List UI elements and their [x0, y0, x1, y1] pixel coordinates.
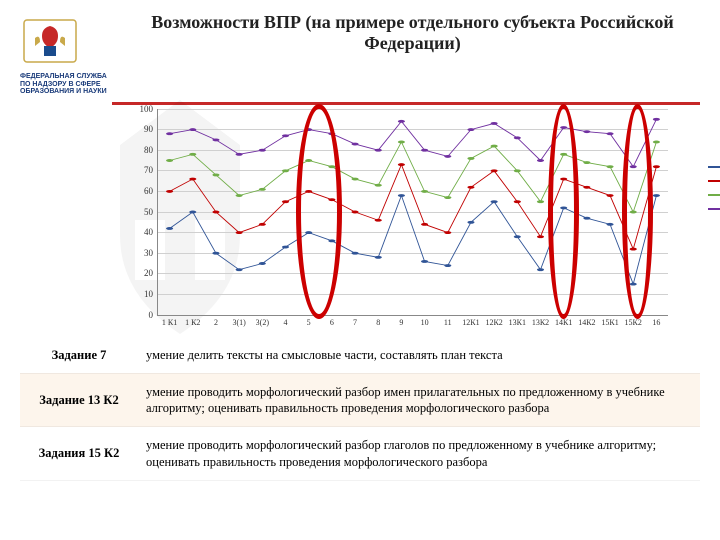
chart-legend: "2" "3" "4" "5" — [708, 159, 720, 217]
task-label: Задания 15 К2 — [20, 427, 138, 481]
highlight-oval — [622, 104, 653, 318]
y-tick: 40 — [144, 227, 158, 237]
y-tick: 50 — [144, 207, 158, 217]
highlight-oval — [548, 104, 579, 318]
y-tick: 0 — [149, 310, 159, 320]
x-tick: 2 — [214, 315, 218, 327]
x-tick: 5 — [307, 315, 311, 327]
x-tick: 13К1 — [509, 315, 526, 327]
table-row: Задания 15 К2умение проводить морфологич… — [20, 427, 700, 481]
x-tick: 12К1 — [462, 315, 479, 327]
x-tick: 13К2 — [532, 315, 549, 327]
y-tick: 30 — [144, 248, 158, 258]
y-tick: 10 — [144, 289, 158, 299]
y-tick: 60 — [144, 186, 158, 196]
legend-item: "4" — [708, 189, 720, 201]
x-tick: 10 — [421, 315, 429, 327]
legend-item: "5" — [708, 203, 720, 215]
y-tick: 20 — [144, 268, 158, 278]
x-tick: 8 — [376, 315, 380, 327]
x-tick: 4 — [284, 315, 288, 327]
x-tick: 1 К1 — [162, 315, 177, 327]
y-tick: 100 — [140, 104, 159, 114]
legend-item: "2" — [708, 161, 720, 173]
x-tick: 15К1 — [601, 315, 618, 327]
line-chart: 01020304050607080901001 К11 К223(1)3(2)4… — [122, 109, 706, 331]
y-tick: 80 — [144, 145, 158, 155]
x-tick: 16 — [652, 315, 660, 327]
x-tick: 6 — [330, 315, 334, 327]
x-tick: 11 — [444, 315, 452, 327]
x-tick: 3(2) — [256, 315, 269, 327]
y-tick: 70 — [144, 165, 158, 175]
x-tick: 7 — [353, 315, 357, 327]
highlight-oval — [296, 104, 342, 318]
y-tick: 90 — [144, 124, 158, 134]
x-tick: 9 — [399, 315, 403, 327]
x-tick: 1 К2 — [185, 315, 200, 327]
x-tick: 3(1) — [232, 315, 245, 327]
page-title: Возможности ВПР (на примере отдельного с… — [125, 8, 700, 54]
legend-item: "3" — [708, 175, 720, 187]
x-tick: 14К2 — [578, 315, 595, 327]
task-desc: умение проводить морфологический разбор … — [138, 427, 700, 481]
x-tick: 12К2 — [485, 315, 502, 327]
